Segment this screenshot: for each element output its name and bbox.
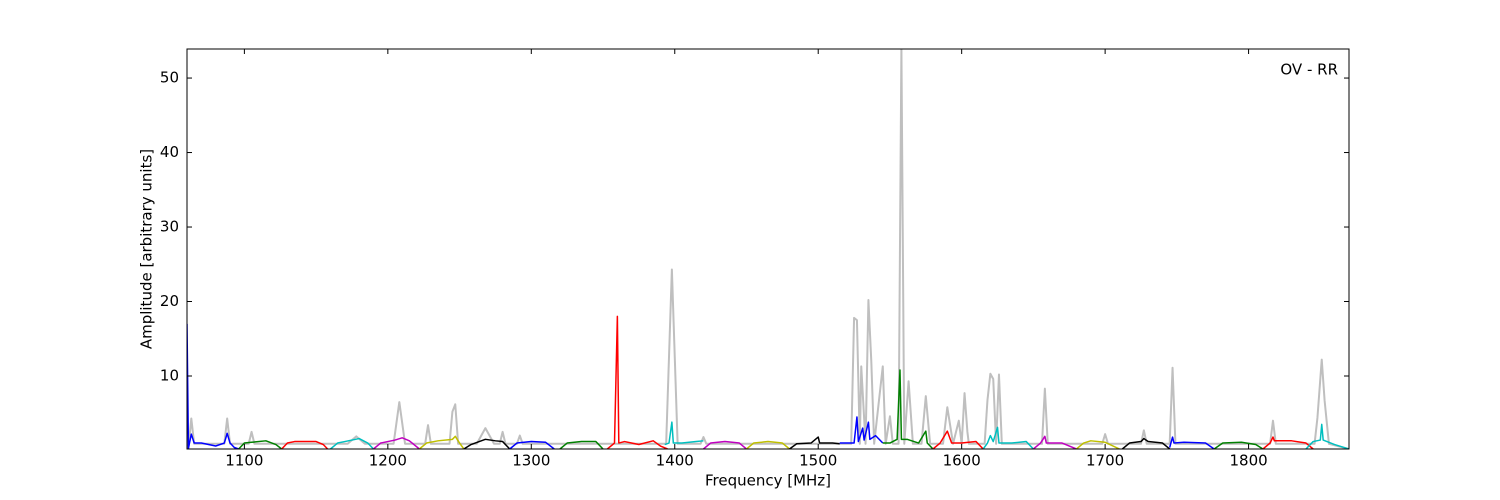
y-tick-label: 10: [160, 367, 179, 385]
spectrum-line: [1262, 436, 1314, 449]
spectrum-line: [1305, 423, 1349, 449]
spectrum-line: [702, 440, 747, 449]
spectrum-line: [746, 440, 790, 449]
y-tick-label: 50: [160, 69, 179, 87]
x-tick-label: 1500: [799, 452, 837, 470]
spectrum-line: [882, 369, 934, 449]
spectrum-line: [664, 421, 704, 446]
plot-area: [187, 49, 1349, 449]
spectrum-line: [238, 440, 283, 449]
spectrum-line: [187, 323, 239, 449]
spectrum-line: [1032, 435, 1077, 449]
spectrum-line: [789, 436, 840, 449]
spectrum-line: [1168, 436, 1215, 449]
x-axis-label: Frequency [MHz]: [705, 472, 831, 490]
spectrum-line: [329, 437, 375, 449]
spectrum-line: [559, 440, 604, 449]
spectrum-line: [932, 430, 984, 449]
spectrum-line: [982, 426, 1034, 449]
y-tick-label: 20: [160, 292, 179, 310]
spectrum-line: [418, 435, 465, 449]
y-axis-label: Amplitude [arbitrary units]: [138, 149, 156, 349]
y-tick-label: 30: [160, 218, 179, 236]
y-tick-label: 40: [160, 143, 179, 161]
x-tick-label: 1700: [1086, 452, 1124, 470]
x-tick-label: 1400: [656, 452, 694, 470]
spectrum-line: [373, 437, 420, 449]
spectrum-line: [509, 440, 555, 449]
x-tick-label: 1100: [225, 452, 263, 470]
spectrum-line: [606, 315, 668, 449]
spectrum-line: [839, 416, 884, 444]
x-tick-label: 1200: [369, 452, 407, 470]
axes-frame: [186, 48, 1350, 450]
spectrum-line: [463, 438, 511, 449]
spectrum-line: [187, 49, 1349, 449]
x-tick-label: 1800: [1229, 452, 1267, 470]
annotation: OV - RR: [1280, 61, 1338, 79]
x-tick-label: 1600: [943, 452, 981, 470]
spectrum-line: [281, 440, 329, 449]
spectrum-line: [1213, 441, 1264, 449]
spectrum-line: [1121, 437, 1171, 449]
spectrum-line: [1075, 440, 1120, 449]
x-tick-label: 1300: [512, 452, 550, 470]
